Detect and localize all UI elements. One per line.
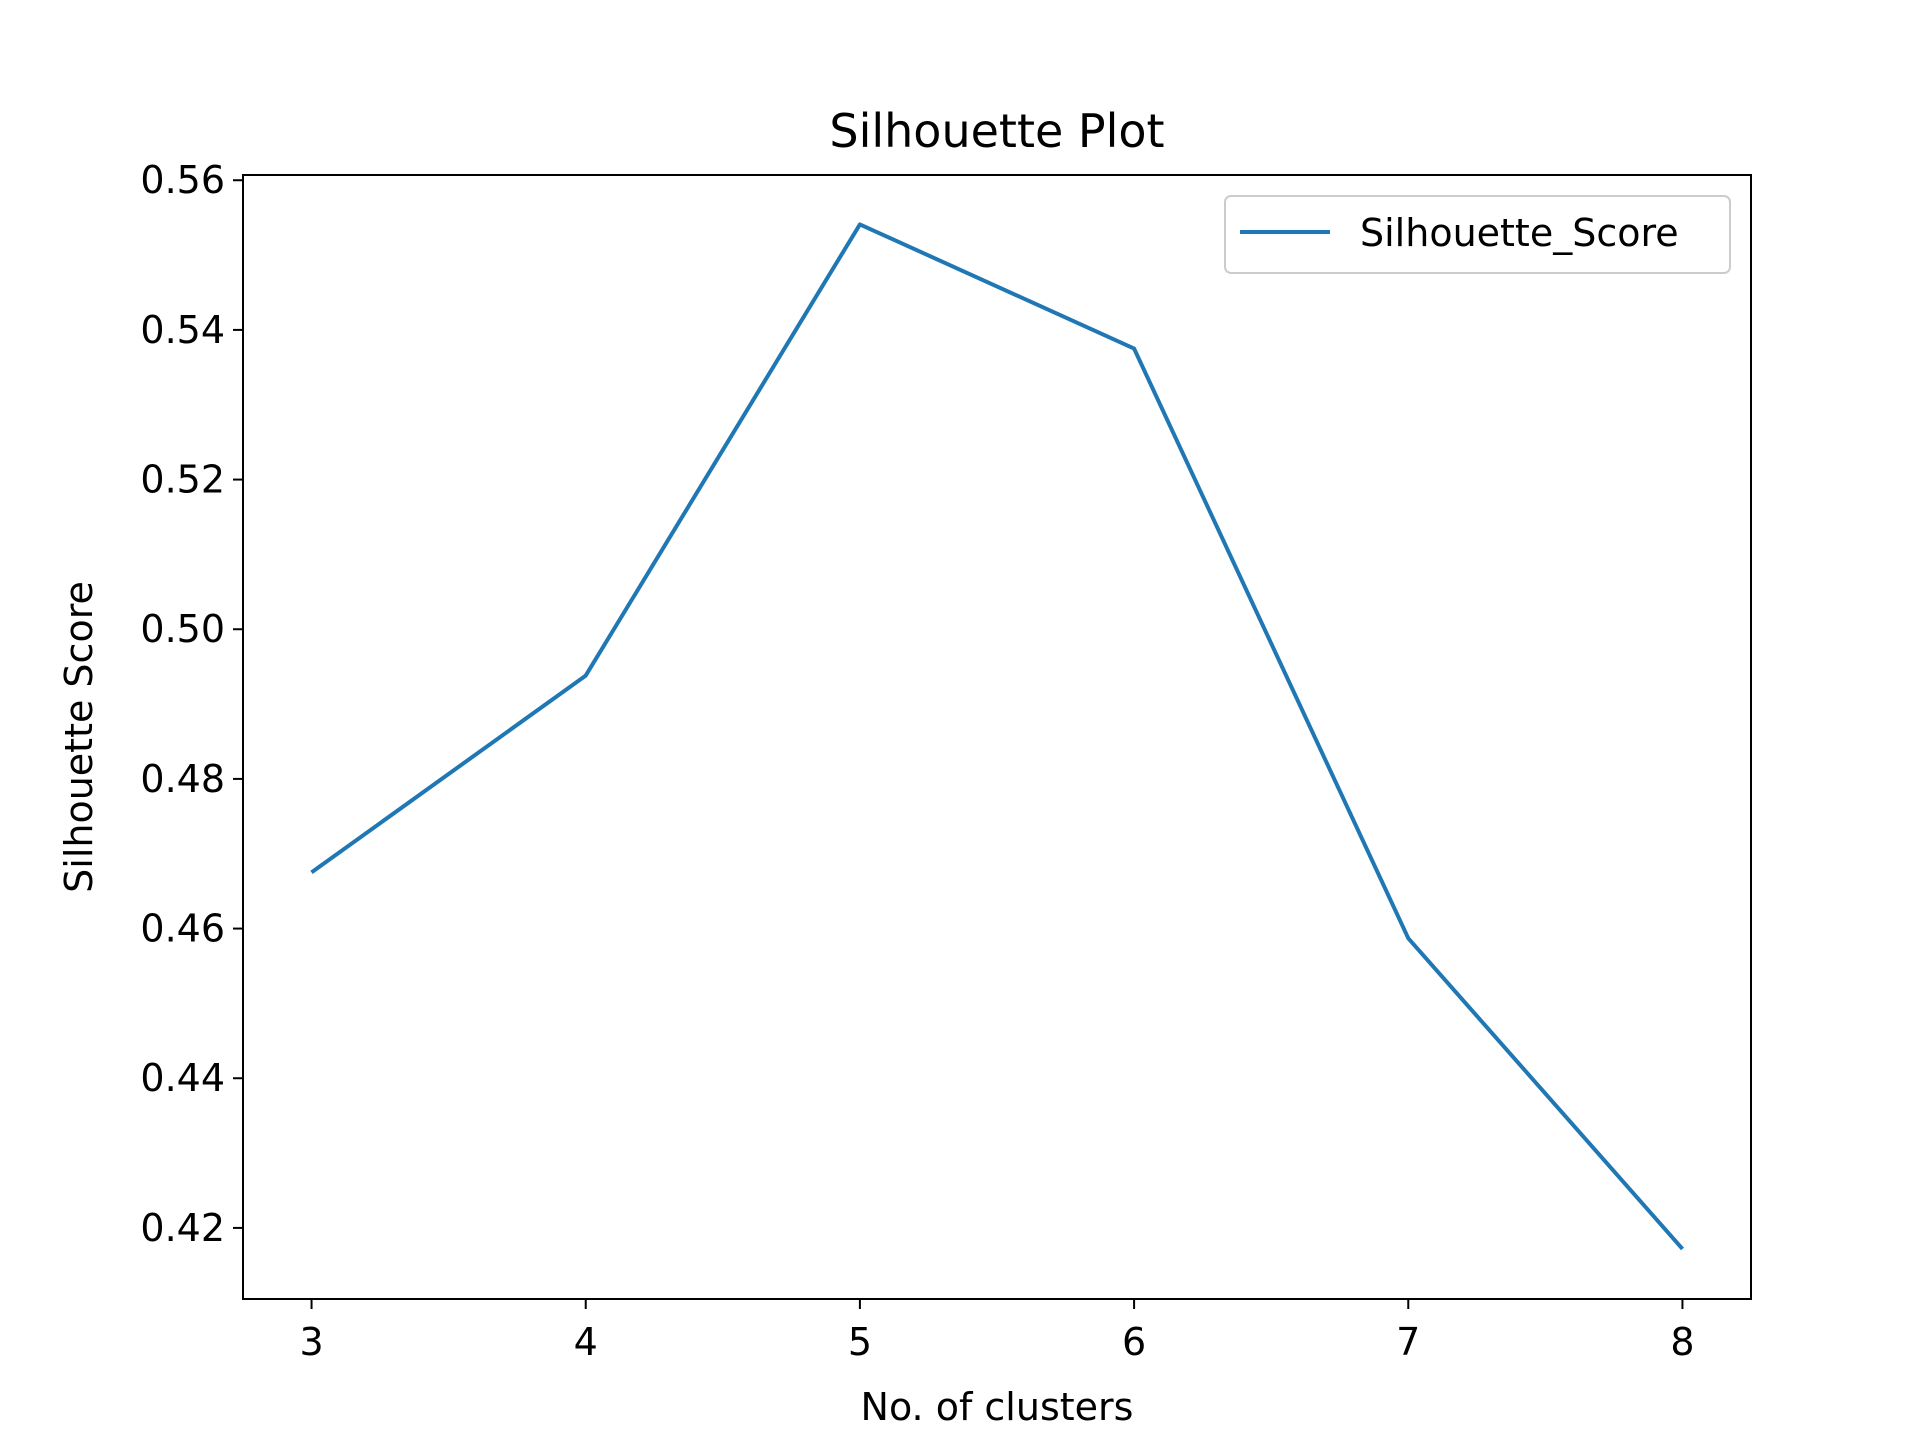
x-tick-label: 7 bbox=[1396, 1320, 1420, 1364]
y-tick-label: 0.46 bbox=[140, 907, 225, 951]
y-tick-label: 0.54 bbox=[140, 308, 225, 352]
x-axis-ticks: 3 4 5 6 7 8 bbox=[299, 1299, 1695, 1364]
plot-frame bbox=[242, 174, 1752, 1300]
x-axis-title: No. of clusters bbox=[861, 1385, 1134, 1429]
y-tick-label: 0.52 bbox=[140, 458, 225, 502]
y-tick-label: 0.50 bbox=[140, 607, 225, 651]
series-layer bbox=[310, 222, 1684, 1251]
chart-title: Silhouette Plot bbox=[829, 104, 1164, 158]
x-tick-label: 5 bbox=[848, 1320, 872, 1364]
legend-label-silhouette-score: Silhouette_Score bbox=[1360, 211, 1679, 255]
legend: Silhouette_Score bbox=[1224, 195, 1731, 274]
y-axis-ticks: 0.42 0.44 0.46 0.48 0.50 0.52 0.54 0.56 bbox=[140, 158, 243, 1250]
x-tick-label: 3 bbox=[299, 1320, 323, 1364]
y-tick-label: 0.56 bbox=[140, 158, 225, 202]
x-tick-label: 8 bbox=[1670, 1320, 1694, 1364]
y-tick-label: 0.48 bbox=[140, 757, 225, 801]
legend-box bbox=[1224, 195, 1731, 274]
x-tick-label: 4 bbox=[574, 1320, 598, 1364]
y-tick-label: 0.44 bbox=[140, 1056, 225, 1100]
x-tick-label: 6 bbox=[1122, 1320, 1146, 1364]
series-line-silhouette-score bbox=[310, 222, 1684, 1251]
y-tick-label: 0.42 bbox=[140, 1206, 225, 1250]
y-axis-title: Silhouette Score bbox=[57, 581, 101, 893]
